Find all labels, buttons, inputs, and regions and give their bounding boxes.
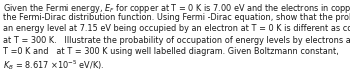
Text: Given the Fermi energy, $E_F$ for copper at T = 0 K is 7.00 eV and the electrons: Given the Fermi energy, $E_F$ for copper… <box>3 2 350 15</box>
Text: an energy level at 7.15 eV being occupied by an electron at T = 0 K is different: an energy level at 7.15 eV being occupie… <box>3 24 350 33</box>
Text: at T = 300 K.   Illustrate the probability of occupation of energy levels by ele: at T = 300 K. Illustrate the probability… <box>3 36 350 45</box>
Text: the Fermi-Dirac distribution function. Using Fermi -Dirac equation, show that th: the Fermi-Dirac distribution function. U… <box>3 13 350 22</box>
Text: T =0 K and   at T = 300 K using well labelled diagram. Given Boltzmann constant,: T =0 K and at T = 300 K using well label… <box>3 47 339 56</box>
Text: $K_B$ = 8.617 $\times$10$^{-5}$ eV/K).: $K_B$ = 8.617 $\times$10$^{-5}$ eV/K). <box>3 58 104 72</box>
